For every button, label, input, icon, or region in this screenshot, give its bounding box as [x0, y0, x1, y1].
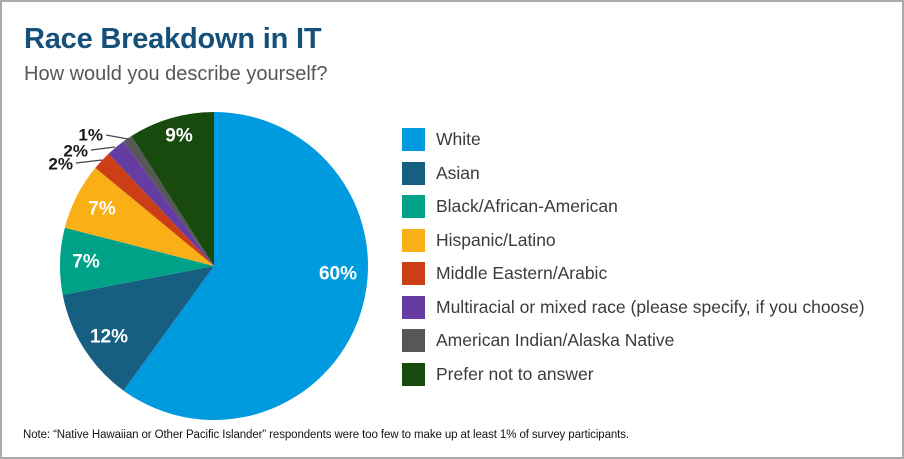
legend-swatch [402, 195, 425, 218]
legend-swatch [402, 128, 425, 151]
legend-swatch [402, 262, 425, 285]
legend-label: Multiracial or mixed race (please specif… [436, 296, 865, 317]
legend-swatch [402, 329, 425, 352]
leader-line [105, 134, 129, 140]
legend-label: Hispanic/Latino [436, 229, 556, 250]
slice-label-callout: 2% [48, 155, 73, 174]
slice-label-inside: 12% [90, 327, 128, 348]
leader-line [75, 159, 103, 164]
legend-label: Black/African-American [436, 196, 618, 216]
footnote: Note: “Native Hawaiian or Other Pacific … [23, 429, 629, 441]
pie-slice-middle-eastern-arabic [95, 153, 214, 266]
pie-slice-white [123, 112, 368, 420]
legend-item-asian: Asian [402, 161, 865, 185]
slice-label-inside: 7% [72, 252, 100, 273]
legend-swatch [402, 362, 425, 386]
legend-item-middle-eastern-arabic: Middle Eastern/Arabic [402, 262, 865, 285]
slice-label-callout: 2% [63, 142, 88, 161]
legend-label: Prefer not to answer [436, 363, 594, 384]
leader-line [90, 146, 116, 151]
page-title: Race Breakdown in IT [24, 23, 322, 55]
pie-slice-asian [62, 266, 215, 391]
legend-item-multiracial-or-mixed-race-plea: Multiracial or mixed race (please specif… [402, 295, 865, 319]
legend-item-american-indian-alaska-native: American Indian/Alaska Native [402, 329, 865, 352]
legend-item-white: White [402, 128, 865, 151]
slice-label-inside: 60% [319, 264, 357, 285]
chart-header: Race Breakdown in IT How would you descr… [24, 23, 328, 86]
legend-label: Asian [436, 162, 480, 183]
slice-label-callout: 1% [78, 126, 103, 145]
legend-swatch [402, 295, 425, 319]
legend-item-prefer-not-to-answer: Prefer not to answer [402, 362, 865, 386]
pie-slice-prefer-not-to-answer [131, 111, 214, 266]
chart-legend: White Asian Black/African-American Hispanic… [402, 128, 865, 386]
pie-slice-multiracial-or-mixed-race-plea [108, 141, 214, 266]
legend-label: Middle Eastern/Arabic [436, 263, 608, 283]
slice-label-inside: 9% [165, 126, 193, 147]
pie-slice-black-african-american [60, 227, 215, 295]
legend-label: White [436, 129, 481, 149]
legend-swatch [402, 161, 425, 185]
legend-swatch [402, 228, 425, 252]
pie-slice-american-indian-alaska-native [123, 135, 214, 266]
pie-slice-hispanic-latino [64, 167, 214, 266]
legend-item-hispanic-latino: Hispanic/Latino [402, 228, 865, 252]
chart-subtitle: How would you describe yourself? [24, 62, 328, 85]
legend-item-black-african-american: Black/African-American [402, 195, 865, 218]
legend-label: American Indian/Alaska Native [436, 330, 675, 350]
slice-label-inside: 7% [88, 199, 116, 220]
